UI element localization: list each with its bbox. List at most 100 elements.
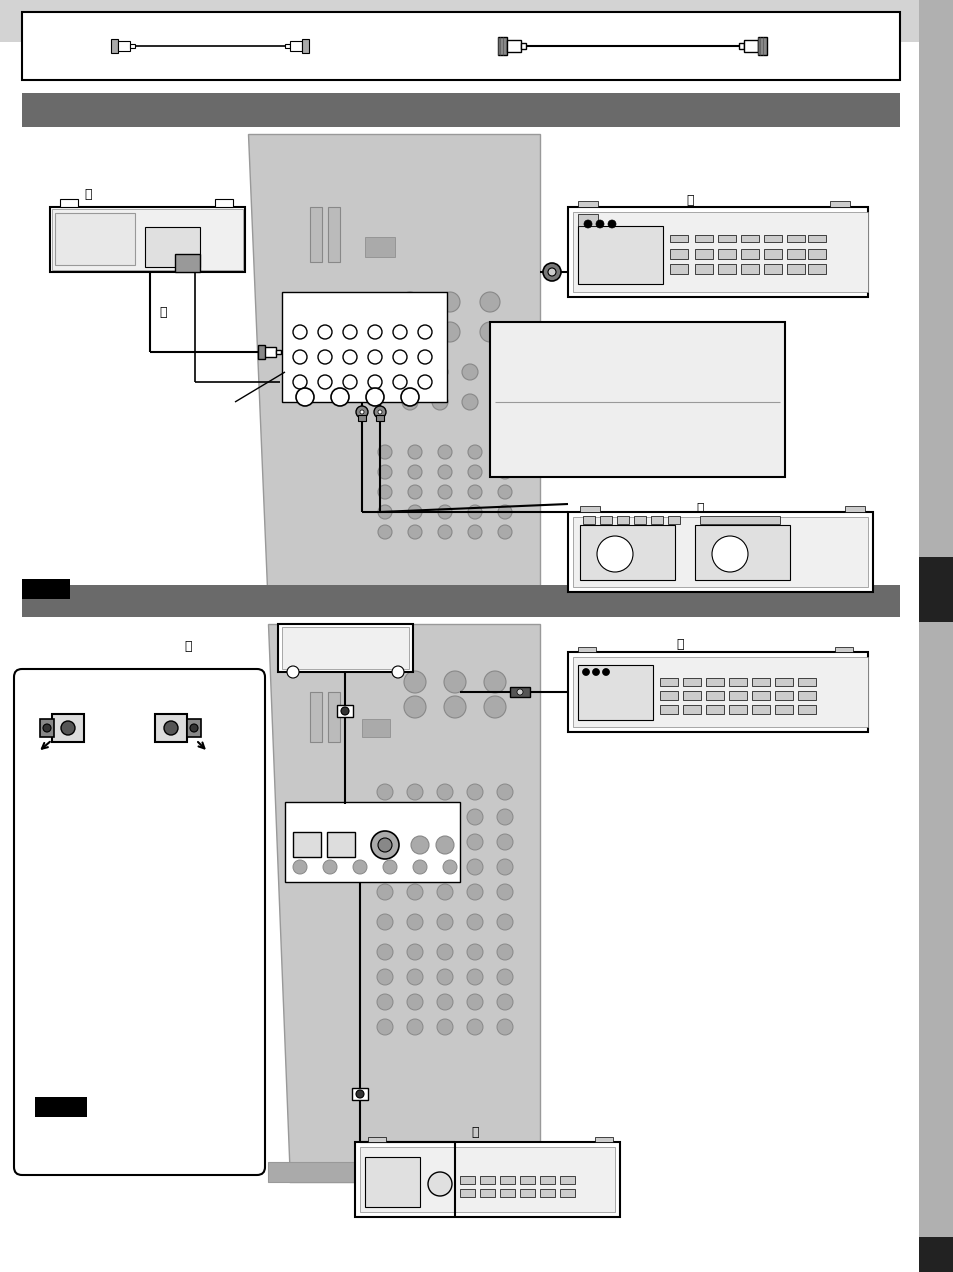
Bar	[667, 516, 679, 524]
Circle shape	[407, 859, 422, 875]
Bar	[797, 691, 815, 700]
Bar	[786, 265, 804, 273]
Circle shape	[497, 834, 513, 850]
Circle shape	[368, 375, 381, 389]
Circle shape	[403, 696, 426, 717]
Circle shape	[497, 809, 513, 826]
Circle shape	[468, 445, 481, 459]
Bar	[55, 212, 135, 265]
Circle shape	[468, 505, 481, 519]
Bar	[579, 506, 599, 513]
Circle shape	[497, 445, 512, 459]
Bar	[578, 201, 598, 207]
Bar	[282, 627, 409, 669]
Text: ⓑ: ⓑ	[159, 305, 167, 318]
Circle shape	[497, 525, 512, 539]
Circle shape	[432, 364, 448, 380]
Circle shape	[293, 375, 307, 389]
Circle shape	[436, 969, 453, 985]
Circle shape	[417, 375, 432, 389]
Bar	[659, 691, 678, 700]
Circle shape	[408, 466, 421, 480]
Bar	[35, 1096, 87, 1117]
Circle shape	[436, 944, 453, 960]
Circle shape	[436, 834, 453, 850]
Bar	[797, 705, 815, 714]
Circle shape	[413, 860, 427, 874]
Bar	[499, 1189, 515, 1197]
Bar	[519, 1189, 535, 1197]
Circle shape	[393, 375, 407, 389]
Bar	[490, 322, 784, 477]
Bar	[365, 237, 395, 257]
Bar	[695, 235, 712, 242]
Bar	[705, 705, 723, 714]
Circle shape	[393, 350, 407, 364]
Circle shape	[442, 860, 456, 874]
Circle shape	[366, 388, 384, 406]
Circle shape	[407, 834, 422, 850]
Circle shape	[400, 388, 418, 406]
Bar	[751, 691, 769, 700]
Circle shape	[317, 350, 332, 364]
Bar	[774, 705, 792, 714]
Circle shape	[353, 860, 367, 874]
Circle shape	[467, 944, 482, 960]
Bar	[118, 41, 130, 51]
Circle shape	[190, 724, 198, 731]
Bar	[22, 11, 899, 80]
Bar	[293, 832, 320, 857]
Bar	[539, 1177, 555, 1184]
Circle shape	[461, 394, 477, 410]
Circle shape	[399, 293, 419, 312]
Circle shape	[492, 394, 507, 410]
Bar	[290, 41, 302, 51]
Circle shape	[467, 859, 482, 875]
Circle shape	[407, 784, 422, 800]
Circle shape	[293, 326, 307, 340]
Circle shape	[343, 326, 356, 340]
Circle shape	[437, 445, 452, 459]
Bar	[275, 350, 281, 354]
Circle shape	[468, 466, 481, 480]
Circle shape	[368, 326, 381, 340]
Text: ⓗ: ⓗ	[56, 696, 64, 709]
Circle shape	[340, 707, 349, 715]
Circle shape	[602, 669, 609, 675]
Circle shape	[497, 915, 513, 930]
Bar	[705, 678, 723, 686]
Circle shape	[467, 834, 482, 850]
Bar	[728, 691, 746, 700]
Bar	[918, 557, 953, 622]
Text: •: •	[370, 1169, 375, 1178]
Circle shape	[376, 915, 393, 930]
Circle shape	[461, 364, 477, 380]
Circle shape	[43, 724, 51, 731]
Bar	[573, 212, 867, 293]
Bar	[807, 249, 825, 259]
Bar	[459, 1177, 475, 1184]
Bar	[758, 37, 766, 55]
Bar	[355, 1142, 619, 1217]
Text: •: •	[35, 815, 43, 829]
Bar	[310, 692, 322, 742]
Text: →: →	[753, 422, 769, 441]
Circle shape	[417, 350, 432, 364]
Bar	[359, 1147, 615, 1212]
Bar	[829, 201, 849, 207]
Circle shape	[583, 220, 592, 228]
Circle shape	[401, 364, 417, 380]
Text: •: •	[370, 1183, 375, 1192]
Bar	[52, 714, 84, 742]
Bar	[310, 207, 322, 262]
Bar	[277, 625, 413, 672]
Circle shape	[497, 505, 512, 519]
Circle shape	[592, 669, 598, 675]
Bar	[567, 653, 867, 731]
Bar	[264, 347, 275, 357]
Circle shape	[436, 836, 454, 854]
Bar	[669, 265, 687, 273]
Circle shape	[355, 406, 368, 418]
Text: ⓕ: ⓕ	[676, 637, 683, 650]
Bar	[807, 265, 825, 273]
